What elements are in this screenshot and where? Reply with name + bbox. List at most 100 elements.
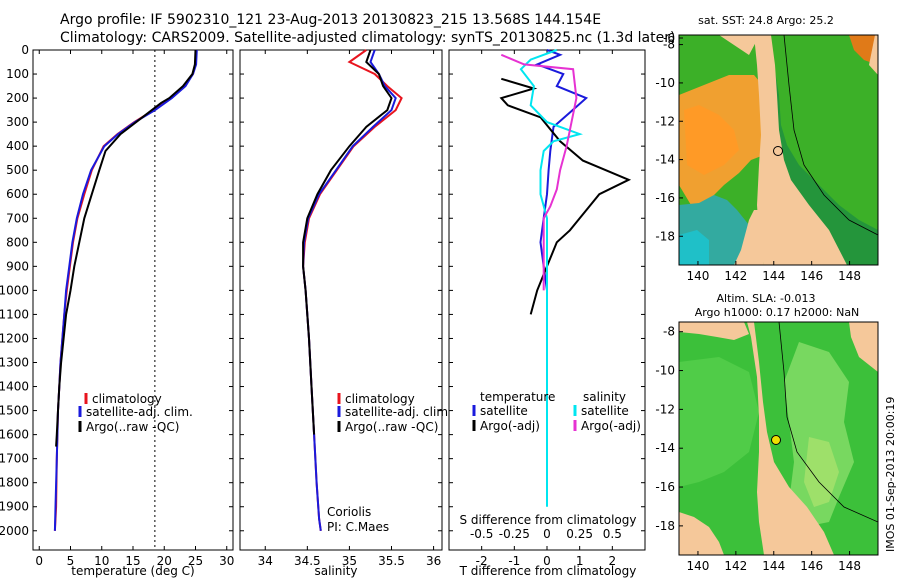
y-tick-label: 100 bbox=[6, 67, 29, 81]
map-y-tick-label: -14 bbox=[655, 153, 675, 167]
legend-argo-label: Argo(..raw -QC) bbox=[345, 420, 438, 434]
sst-warm-core bbox=[684, 105, 739, 175]
legend-s-argo-label: Argo(-adj) bbox=[581, 419, 641, 433]
x-tick-label: 30 bbox=[219, 554, 234, 568]
y-tick-label: 1100 bbox=[0, 307, 29, 321]
map-x-tick-label: 142 bbox=[724, 269, 747, 283]
x-tick-label: 34.5 bbox=[294, 554, 321, 568]
y-tick-label: 600 bbox=[6, 187, 29, 201]
sst-map-title: sat. SST: 24.8 Argo: 25.2 bbox=[698, 14, 834, 27]
temperature-lines bbox=[53, 49, 198, 550]
legend-t-satellite-label: satellite bbox=[480, 404, 528, 418]
y-tick-label: 400 bbox=[6, 139, 29, 153]
sla-land-ne bbox=[849, 322, 878, 372]
x-tick-label: 5 bbox=[67, 554, 75, 568]
y-tick-label: 1900 bbox=[0, 500, 29, 514]
y-tick-label: 1400 bbox=[0, 380, 29, 394]
legend-satellite-label: satellite-adj. clim. bbox=[86, 405, 193, 419]
salinity-ticks: 34 34.5 35 35.5 36 bbox=[240, 49, 442, 568]
x-tick-label-s: 0.5 bbox=[603, 527, 622, 541]
y-tick-label: 300 bbox=[6, 115, 29, 129]
sst-isobath bbox=[783, 35, 878, 236]
temperature-legend: climatology satellite-adj. clim. Argo(..… bbox=[78, 392, 193, 434]
sst-map-image bbox=[679, 35, 878, 265]
sla-map-image bbox=[679, 322, 878, 555]
difference-panel: -2 -1 0 1 2 -0.5 -0.25 0 0.25 0.5 S difference fr… bbox=[448, 49, 646, 578]
difference-lines bbox=[499, 49, 632, 507]
sla-high-anomaly bbox=[784, 342, 854, 527]
map-y-tick-label: -8 bbox=[663, 325, 675, 339]
temperature-ticks: 0100200300400500600700800900100011001200… bbox=[0, 43, 234, 568]
salinity-lines bbox=[302, 49, 403, 531]
salinity-xlabel: salinity bbox=[314, 564, 357, 578]
x-tick-label: 34 bbox=[258, 554, 273, 568]
x-tick-label-s: -0.5 bbox=[470, 527, 493, 541]
map-x-tick-label: 148 bbox=[838, 559, 861, 573]
x-tick-label: -2 bbox=[476, 554, 488, 568]
x-tick-label: 2 bbox=[609, 554, 617, 568]
map-y-tick-label: -12 bbox=[655, 114, 675, 128]
pi-label: PI: C.Maes bbox=[327, 520, 389, 534]
salinity-axes-frame bbox=[239, 49, 443, 551]
map-y-tick-label: -10 bbox=[655, 76, 675, 90]
difference-legend: temperature satellite Argo(-adj) salinit… bbox=[472, 390, 641, 433]
x-tick-label: 25 bbox=[188, 554, 203, 568]
map-y-tick-label: -16 bbox=[655, 191, 675, 205]
map-y-tick-label: -18 bbox=[655, 229, 675, 243]
difference-ticks: -2 -1 0 1 2 -0.5 -0.25 0 0.25 0.5 bbox=[449, 49, 645, 568]
x-tick-label: 10 bbox=[94, 554, 109, 568]
sla-argo-marker bbox=[771, 435, 781, 445]
sst-map-frame bbox=[678, 34, 879, 266]
legend-t-argo-label: Argo(-adj) bbox=[480, 419, 540, 433]
y-tick-label: 1800 bbox=[0, 476, 29, 490]
x-tick-label: 15 bbox=[125, 554, 140, 568]
map-y-tick-label: -10 bbox=[655, 364, 675, 378]
sla-gulf-anomaly bbox=[679, 357, 759, 487]
data-centre-label: Coriolis bbox=[327, 505, 371, 519]
y-tick-label: 0 bbox=[21, 43, 29, 57]
y-tick-label: 2000 bbox=[0, 524, 29, 538]
y-tick-label: 1700 bbox=[0, 452, 29, 466]
series-argo bbox=[55, 49, 197, 447]
legend-argo-label: Argo(..raw -QC) bbox=[86, 420, 179, 434]
x-tick-label: 36 bbox=[426, 554, 441, 568]
temperature-panel: 0100200300400500600700800900100011001200… bbox=[0, 43, 234, 578]
legend-s-title: salinity bbox=[583, 390, 626, 404]
sst-land-ne bbox=[869, 35, 878, 75]
map-x-tick-label: 144 bbox=[762, 269, 785, 283]
sst-argo-marker bbox=[773, 146, 783, 156]
x-tick-label: -1 bbox=[508, 554, 520, 568]
sst-map-panel: sat. SST: 24.8 Argo: 25.2 140 142 144 146 14… bbox=[655, 14, 879, 283]
x-tick-label: 0 bbox=[543, 554, 551, 568]
s-diff-label: S difference from climatology bbox=[460, 513, 637, 527]
x-tick-label-s: 0 bbox=[543, 527, 551, 541]
map-x-tick-label: 140 bbox=[686, 559, 709, 573]
y-tick-label: 1300 bbox=[0, 356, 29, 370]
map-y-tick-label: -6 bbox=[663, 31, 675, 45]
map-y-tick-label: -8 bbox=[663, 38, 675, 52]
sla-land-north bbox=[679, 322, 749, 340]
series-t-satellite bbox=[534, 49, 589, 315]
sla-map-panel: Altim. SLA: -0.013 Argo h1000: 0.17 h200… bbox=[655, 292, 879, 573]
map-x-tick-label: 146 bbox=[800, 559, 823, 573]
x-tick-label: 1 bbox=[576, 554, 584, 568]
x-tick-label: 35.5 bbox=[378, 554, 405, 568]
sla-map-frame bbox=[678, 321, 879, 556]
sla-title-line2: Argo h1000: 0.17 h2000: NaN bbox=[695, 306, 860, 319]
legend-s-satellite-label: satellite bbox=[581, 404, 629, 418]
map-x-tick-label: 144 bbox=[762, 559, 785, 573]
y-tick-label: 200 bbox=[6, 91, 29, 105]
y-tick-label: 500 bbox=[6, 163, 29, 177]
header-line-2: Climatology: CARS2009. Satellite-adjuste… bbox=[60, 30, 675, 46]
y-tick-label: 1500 bbox=[0, 404, 29, 418]
series-s-argo bbox=[500, 53, 578, 291]
series-t-argo bbox=[499, 77, 632, 315]
map-x-tick-label: 142 bbox=[724, 559, 747, 573]
y-tick-label: 1600 bbox=[0, 428, 29, 442]
sla-land-cape-york bbox=[747, 322, 834, 555]
legend-climatology-label: climatology bbox=[92, 392, 162, 406]
sla-isobath bbox=[778, 322, 878, 523]
sst-land-north bbox=[679, 35, 759, 55]
x-tick-label: 35 bbox=[342, 554, 357, 568]
